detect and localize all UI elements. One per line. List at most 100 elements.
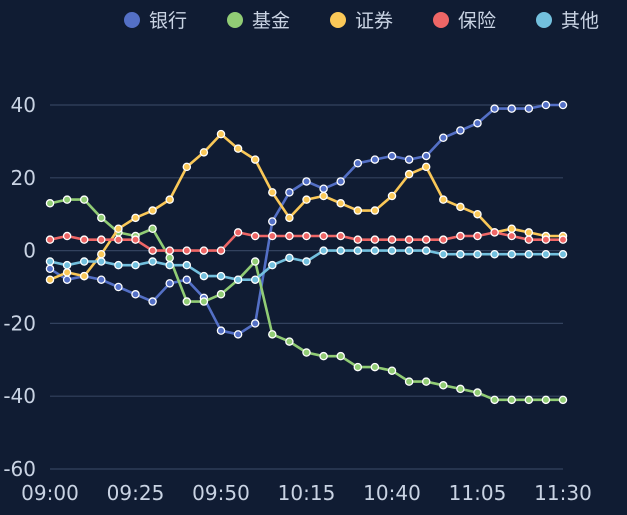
data-point[interactable] (370, 246, 380, 255)
legend-item-0[interactable]: 银行 (124, 10, 187, 32)
legend[interactable]: 银行 基金 证券 保险 其他 (124, 10, 599, 32)
data-point[interactable] (421, 162, 431, 172)
data-point[interactable] (250, 231, 260, 241)
data-point[interactable] (319, 184, 328, 193)
data-point[interactable] (250, 257, 260, 266)
data-point[interactable] (336, 351, 345, 361)
data-point[interactable] (541, 249, 551, 259)
data-point[interactable] (285, 253, 294, 263)
data-point[interactable] (114, 235, 123, 244)
legend-item-2[interactable]: 证券 (330, 10, 393, 32)
data-point[interactable] (439, 235, 448, 244)
data-point[interactable] (421, 377, 431, 386)
data-point[interactable] (421, 151, 431, 161)
data-point[interactable] (148, 224, 157, 234)
data-point[interactable] (387, 246, 397, 255)
data-point[interactable] (199, 297, 209, 306)
data-point[interactable] (507, 104, 516, 113)
data-point[interactable] (165, 246, 174, 255)
data-point[interactable] (199, 271, 209, 281)
data-point[interactable] (507, 249, 516, 259)
data-point[interactable] (97, 213, 106, 223)
data-point[interactable] (353, 158, 363, 168)
data-point[interactable] (439, 249, 448, 259)
data-point[interactable] (404, 377, 414, 386)
data-point[interactable] (490, 228, 499, 237)
data-point[interactable] (216, 129, 226, 139)
data-point[interactable] (336, 177, 345, 186)
data-point[interactable] (268, 231, 277, 241)
data-point[interactable] (182, 260, 192, 270)
data-point[interactable] (79, 257, 89, 266)
data-point[interactable] (250, 319, 260, 328)
data-point[interactable] (62, 231, 72, 241)
data-point[interactable] (387, 191, 397, 201)
data-point[interactable] (541, 235, 551, 244)
data-point[interactable] (216, 271, 226, 281)
data-point[interactable] (558, 395, 568, 405)
data-point[interactable] (524, 395, 534, 405)
data-point[interactable] (148, 206, 157, 215)
data-point[interactable] (490, 104, 499, 113)
data-point[interactable] (353, 235, 363, 244)
data-point[interactable] (199, 148, 209, 157)
data-point[interactable] (62, 268, 72, 277)
data-point[interactable] (336, 231, 345, 241)
data-point[interactable] (268, 188, 277, 197)
data-point[interactable] (45, 264, 55, 274)
data-point[interactable] (439, 133, 448, 143)
data-point[interactable] (456, 202, 465, 212)
data-point[interactable] (302, 257, 311, 266)
data-point[interactable] (165, 260, 174, 270)
data-point[interactable] (524, 235, 534, 244)
data-point[interactable] (148, 246, 157, 255)
data-point[interactable] (456, 231, 465, 241)
data-point[interactable] (558, 249, 568, 259)
data-point[interactable] (319, 246, 328, 255)
data-point[interactable] (473, 231, 482, 241)
data-point[interactable] (456, 249, 465, 259)
data-point[interactable] (490, 249, 499, 259)
data-point[interactable] (285, 213, 294, 223)
data-point[interactable] (404, 169, 414, 179)
data-point[interactable] (216, 246, 226, 255)
data-point[interactable] (182, 297, 192, 306)
data-point[interactable] (524, 104, 534, 113)
data-point[interactable] (558, 235, 568, 244)
data-point[interactable] (473, 209, 482, 219)
legend-item-1[interactable]: 基金 (227, 10, 290, 32)
data-point[interactable] (541, 395, 551, 405)
data-point[interactable] (114, 282, 123, 292)
data-point[interactable] (233, 330, 243, 339)
data-point[interactable] (233, 228, 243, 237)
data-point[interactable] (131, 290, 140, 299)
data-point[interactable] (45, 275, 55, 284)
data-point[interactable] (62, 275, 72, 284)
data-point[interactable] (131, 260, 140, 270)
data-point[interactable] (524, 228, 534, 237)
data-point[interactable] (302, 177, 311, 186)
data-point[interactable] (114, 224, 123, 234)
data-point[interactable] (250, 155, 260, 164)
data-point[interactable] (79, 235, 89, 244)
data-point[interactable] (45, 199, 55, 208)
data-point[interactable] (182, 246, 192, 255)
data-point[interactable] (370, 155, 380, 164)
data-point[interactable] (199, 246, 209, 255)
data-point[interactable] (182, 275, 192, 284)
data-point[interactable] (507, 395, 516, 405)
data-point[interactable] (473, 249, 482, 259)
data-point[interactable] (353, 206, 363, 215)
data-point[interactable] (131, 235, 140, 244)
data-point[interactable] (268, 217, 277, 226)
data-point[interactable] (233, 275, 243, 284)
data-point[interactable] (268, 330, 277, 339)
data-point[interactable] (268, 260, 277, 270)
data-point[interactable] (285, 337, 294, 346)
data-point[interactable] (148, 297, 157, 306)
data-point[interactable] (97, 275, 106, 284)
data-point[interactable] (456, 126, 465, 135)
data-point[interactable] (97, 257, 106, 266)
data-point[interactable] (404, 235, 414, 244)
data-point[interactable] (165, 279, 174, 288)
